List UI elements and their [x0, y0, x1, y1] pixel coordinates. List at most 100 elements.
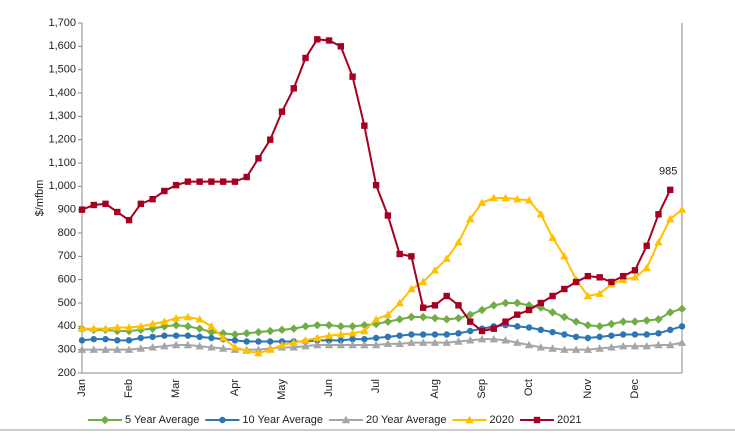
data-point: [361, 335, 368, 343]
data-point: [548, 344, 557, 352]
data-point: [419, 304, 427, 311]
data-point: [171, 340, 181, 349]
data-point: [372, 181, 380, 189]
data-point: [466, 310, 475, 319]
data-point: [171, 320, 181, 330]
data-point: [325, 37, 333, 44]
y-tick-label: 200: [58, 367, 76, 379]
data-point: [160, 341, 169, 350]
data-point: [418, 338, 428, 346]
data-point: [407, 312, 416, 322]
data-point: [254, 348, 263, 357]
data-point: [430, 266, 440, 274]
data-point: [90, 335, 97, 343]
data-point: [396, 250, 403, 258]
data-point: [349, 73, 356, 80]
data-point: [619, 331, 627, 338]
data-point: [242, 346, 251, 355]
data-point: [607, 319, 616, 329]
data-point: [618, 341, 628, 350]
data-point: [324, 320, 334, 330]
data-point: [442, 254, 451, 262]
data-point: [102, 200, 109, 208]
data-point: [643, 331, 650, 338]
legend-label: 2020: [490, 414, 514, 426]
y-tick-label: 800: [58, 227, 76, 239]
x-tick-label: Jun: [323, 379, 335, 397]
series-line: [82, 197, 683, 355]
data-point: [161, 187, 168, 195]
data-point: [360, 326, 369, 335]
data-point: [514, 323, 521, 330]
data-point: [160, 317, 169, 325]
data-point: [430, 338, 440, 346]
data-point: [313, 320, 322, 330]
data-point: [383, 317, 393, 326]
data-point: [89, 324, 98, 332]
data-point: [101, 324, 110, 332]
data-point: [289, 338, 298, 346]
data-point: [666, 340, 675, 349]
data-point: [595, 322, 604, 331]
data-point: [477, 334, 487, 343]
data-point: [124, 345, 134, 353]
data-point: [502, 318, 509, 325]
data-point: [136, 344, 146, 352]
data-point: [467, 318, 474, 325]
data-point: [114, 337, 121, 344]
data-point: [302, 54, 309, 62]
data-point: [513, 298, 522, 308]
data-point: [454, 337, 463, 345]
data-point: [195, 324, 204, 333]
data-point: [549, 328, 556, 336]
y-tick-label: 1,600: [48, 40, 76, 52]
data-point: [501, 193, 510, 202]
data-point: [478, 327, 486, 335]
data-point: [361, 122, 368, 129]
y-tick-label: 1,700: [48, 17, 76, 29]
y-tick-label: 500: [58, 297, 76, 309]
data-point: [666, 214, 675, 223]
x-tick-label: May: [276, 379, 288, 400]
data-point: [642, 263, 651, 272]
data-point: [231, 178, 239, 185]
data-point: [324, 340, 334, 349]
series-line: [81, 302, 683, 336]
data-point: [78, 206, 86, 213]
data-point: [242, 329, 251, 338]
data-point: [466, 336, 475, 344]
data-point: [407, 284, 416, 293]
data-point: [618, 317, 628, 326]
data-point: [207, 327, 216, 337]
data-point: [301, 336, 310, 344]
legend-label: 20 Year Average: [366, 414, 447, 426]
x-tick-label: Apr: [229, 379, 241, 396]
data-point: [348, 322, 357, 331]
data-point: [196, 333, 203, 341]
data-point: [289, 324, 298, 333]
data-point: [254, 327, 263, 337]
data-point: [572, 278, 580, 286]
data-point: [372, 334, 380, 342]
data-point: [207, 343, 216, 351]
data-point: [255, 338, 262, 345]
data-point: [230, 330, 240, 339]
data-point: [395, 315, 404, 324]
data-point: [113, 345, 122, 353]
annotation: 985: [659, 166, 677, 178]
data-point: [418, 312, 428, 322]
data-point: [78, 337, 86, 344]
data-point: [654, 238, 663, 246]
data-point: [560, 312, 569, 322]
data-point: [102, 335, 109, 343]
data-point: [243, 173, 250, 181]
data-point: [314, 36, 321, 43]
data-point: [572, 333, 580, 341]
data-point: [89, 345, 98, 353]
data-point: [125, 337, 133, 344]
x-tick-label: Jan: [76, 379, 88, 397]
data-point: [384, 333, 392, 341]
data-point: [608, 332, 615, 339]
data-point: [537, 299, 545, 307]
